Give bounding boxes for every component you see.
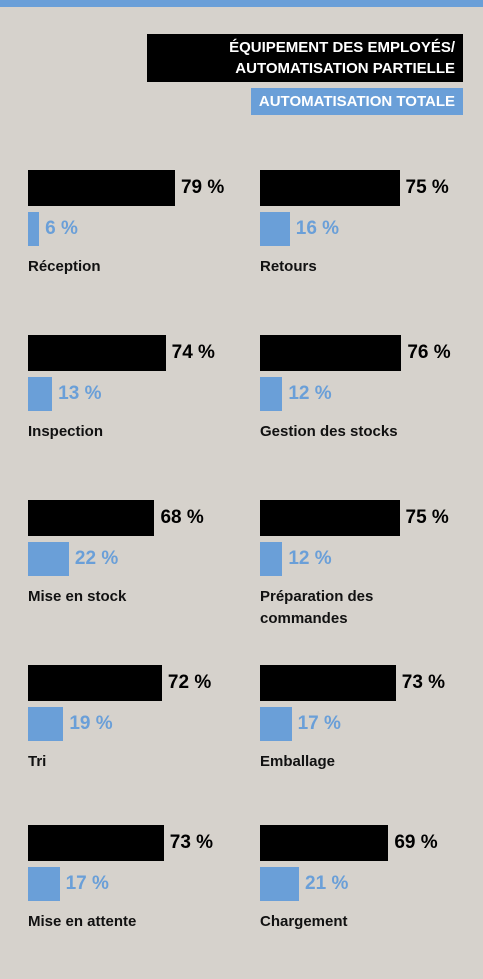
legend: ÉQUIPEMENT DES EMPLOYÉS/ AUTOMATISATION … [147, 34, 463, 115]
bar [28, 542, 69, 576]
value-label: 17 % [65, 873, 109, 894]
category-label: Tri [28, 753, 47, 770]
legend-entry: ÉQUIPEMENT DES EMPLOYÉS/ AUTOMATISATION … [147, 34, 463, 82]
value-label: 79 % [180, 177, 225, 198]
value-label: 21 % [305, 873, 349, 894]
bar-row: 73 % [28, 825, 243, 861]
bar-row: 17 % [260, 707, 475, 741]
category-label: Préparation des commandes [260, 588, 374, 627]
bar [28, 707, 64, 741]
bar [28, 665, 162, 701]
value-label: 76 % [407, 342, 451, 363]
bar-row: 75 % [260, 170, 475, 206]
category-label: Inspection [28, 423, 104, 440]
category-label: Emballage [260, 753, 336, 770]
bar-row: 12 % [260, 542, 475, 576]
panel: 74 % 13 % Inspection [28, 335, 243, 443]
value-label: 6 % [45, 218, 78, 239]
value-label: 73 % [401, 672, 446, 693]
value-label: 74 % [171, 342, 215, 363]
bar [28, 377, 53, 411]
value-label: 12 % [288, 548, 332, 569]
category-label: Gestion des stocks [260, 423, 398, 440]
top-band [0, 0, 483, 7]
value-label: 22 % [74, 548, 119, 569]
value-label: 72 % [167, 672, 212, 693]
bar-row: 75 % [260, 500, 475, 536]
bar-row: 12 % [260, 377, 475, 411]
bar-row: 73 % [260, 665, 475, 701]
bar-row: 72 % [28, 665, 243, 701]
bar-row: 6 % [28, 212, 243, 246]
bar [260, 212, 290, 246]
bar-row: 19 % [28, 707, 243, 741]
bar-row: 16 % [260, 212, 475, 246]
bar [260, 707, 292, 741]
value-label: 12 % [288, 383, 332, 404]
bar-row: 79 % [28, 170, 243, 206]
value-label: 17 % [297, 713, 341, 734]
bar [260, 665, 396, 701]
bar [260, 825, 389, 861]
value-label: 75 % [405, 177, 449, 198]
bar-row: 68 % [28, 500, 243, 536]
category-label: Chargement [260, 913, 348, 930]
panel: 76 % 12 % Gestion des stocks [260, 335, 475, 443]
bar [28, 335, 166, 371]
bar-row: 76 % [260, 335, 475, 371]
panel: 75 % 16 % Retours [260, 170, 475, 278]
bar [260, 170, 400, 206]
category-label: Retours [260, 258, 317, 275]
bar [260, 377, 283, 411]
panel: 73 % 17 % Mise en attente [28, 825, 243, 933]
panel: 72 % 19 % Tri [28, 665, 243, 773]
category-label: Mise en stock [28, 588, 127, 605]
value-label: 19 % [69, 713, 113, 734]
category-label: Réception [28, 258, 101, 275]
bar-row: 74 % [28, 335, 243, 371]
bar [260, 867, 300, 901]
panel: 68 % 22 % Mise en stock [28, 500, 243, 608]
bar [28, 170, 175, 206]
bar-row: 69 % [260, 825, 475, 861]
panel: 73 % 17 % Emballage [260, 665, 475, 773]
value-label: 69 % [394, 832, 438, 853]
bar [28, 212, 40, 246]
panel: 69 % 21 % Chargement [260, 825, 475, 933]
value-label: 16 % [295, 218, 340, 239]
bar [260, 335, 402, 371]
bar [28, 500, 155, 536]
value-label: 68 % [160, 507, 204, 528]
bar [260, 500, 400, 536]
bar [28, 825, 164, 861]
bar-row: 17 % [28, 867, 243, 901]
bar-row: 13 % [28, 377, 243, 411]
panel: 75 % 12 % Préparation des commandes [260, 500, 475, 630]
panel: 79 % 6 % Réception [28, 170, 243, 278]
category-label: Mise en attente [28, 913, 137, 930]
legend-entry: AUTOMATISATION TOTALE [250, 88, 463, 115]
bar [260, 542, 283, 576]
bar-row: 22 % [28, 542, 243, 576]
value-label: 13 % [58, 383, 102, 404]
value-label: 75 % [405, 507, 449, 528]
value-label: 73 % [169, 832, 214, 853]
bar [28, 867, 60, 901]
bar-row: 21 % [260, 867, 475, 901]
